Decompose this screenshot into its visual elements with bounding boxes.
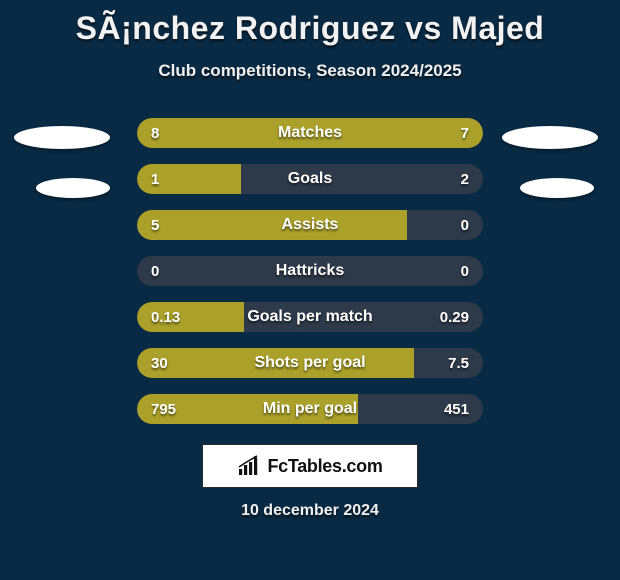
date-label: 10 december 2024 [0, 502, 620, 520]
decorative-ellipse [14, 126, 110, 149]
stat-bar-value-right: 451 [444, 394, 469, 424]
stat-bar: Goals per match0.13 0.29 [137, 302, 483, 332]
stat-bar-value-right: 2 [461, 164, 469, 194]
decorative-ellipse [502, 126, 598, 149]
bars-container: Matches87Goals12Assists50Hattricks00Goal… [137, 118, 483, 440]
stat-bar-label: Assists [137, 210, 483, 240]
stat-bar: Matches8 7 [137, 118, 483, 148]
source-badge: FcTables.com [202, 444, 418, 488]
decorative-ellipse [36, 178, 110, 198]
stat-bar-value-right: 7 [461, 118, 469, 148]
stat-bar-value-right: 0 [461, 210, 469, 240]
comparison-infographic: SÃ¡nchez Rodriguez vs Majed Club competi… [0, 0, 620, 580]
stat-bar-value-left: 5 [151, 210, 159, 240]
decorative-ellipse [520, 178, 594, 198]
stat-bar-value-left: 0 [151, 256, 159, 286]
stat-bar-label: Hattricks [137, 256, 483, 286]
stat-bar-value-left: 1 [151, 164, 159, 194]
source-badge-text: FcTables.com [267, 456, 382, 477]
stat-bar: Goals1 2 [137, 164, 483, 194]
page-subtitle: Club competitions, Season 2024/2025 [0, 61, 620, 81]
stat-bar-value-right: 0.29 [440, 302, 469, 332]
page-title: SÃ¡nchez Rodriguez vs Majed [0, 0, 620, 47]
stat-bar-value-left: 0.13 [151, 302, 180, 332]
stat-bar: Shots per goal30 7.5 [137, 348, 483, 378]
stat-bar-label: Matches [137, 118, 483, 148]
stat-bar-value-right: 7.5 [448, 348, 469, 378]
stat-bar-value-left: 795 [151, 394, 176, 424]
chart-area: Matches87Goals12Assists50Hattricks00Goal… [0, 118, 620, 438]
bar-chart-growth-icon [237, 455, 261, 477]
stat-bar: Assists5 0 [137, 210, 483, 240]
stat-bar-label: Goals [137, 164, 483, 194]
stat-bar-value-right: 0 [461, 256, 469, 286]
stat-bar-label: Goals per match [137, 302, 483, 332]
stat-bar-label: Shots per goal [137, 348, 483, 378]
stat-bar-label: Min per goal [137, 394, 483, 424]
stat-bar: Hattricks0 0 [137, 256, 483, 286]
stat-bar: Min per goal795 451 [137, 394, 483, 424]
stat-bar-value-left: 30 [151, 348, 168, 378]
stat-bar-value-left: 8 [151, 118, 159, 148]
